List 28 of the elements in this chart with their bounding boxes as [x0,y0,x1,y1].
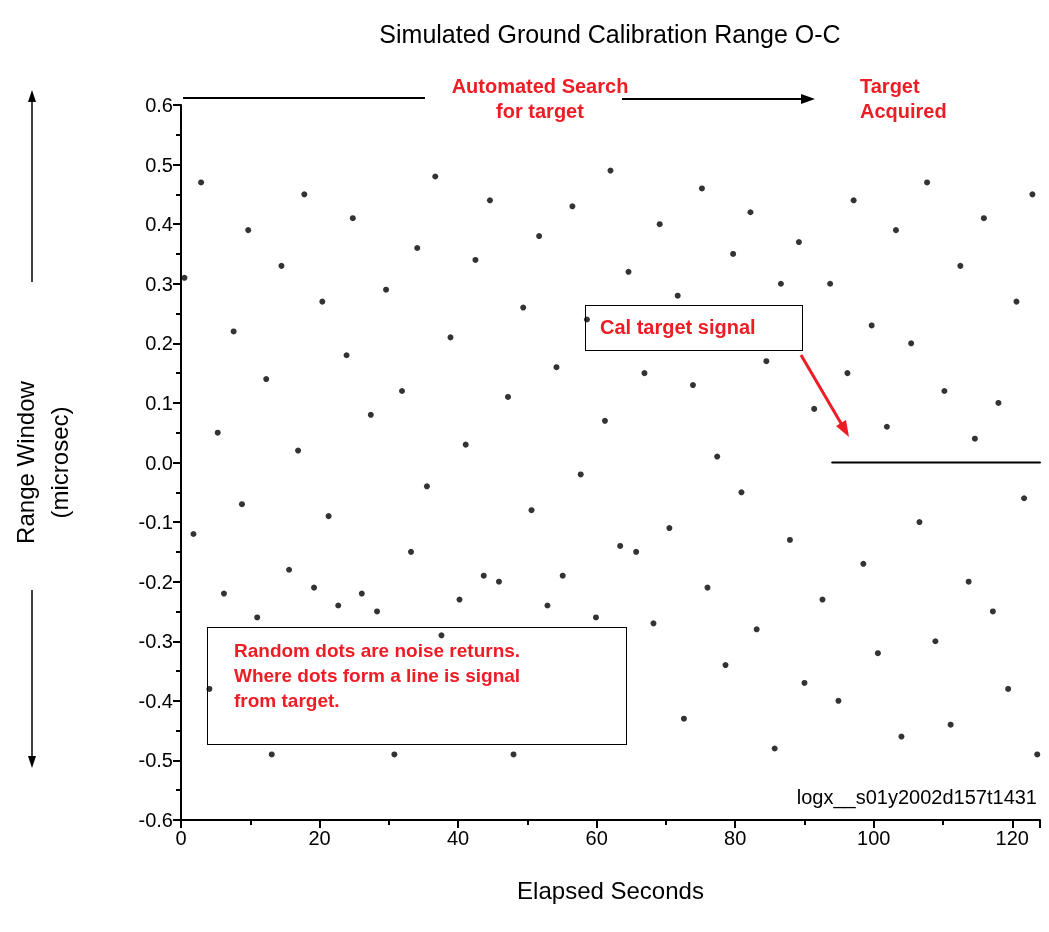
annotation: Target Acquired [860,74,948,124]
y-axis-title: Range Window (microsec) [11,380,73,544]
annotation: Cal target signal [585,305,803,351]
x-tick-label: 80 [724,827,747,849]
x-tick-label: 20 [308,827,331,849]
annotation: logx__s01y2002d157t1431 [796,785,1037,810]
x-tick-label: 0 [175,827,187,849]
x-tick-label: 40 [446,827,470,849]
annotation: Random dots are noise returns. Where dots form a line is signal from target. [207,627,627,745]
y-tick-label: 0.0 [145,451,173,474]
y-tick-label: -0.4 [138,689,173,712]
annotation: Automated Search for target [450,74,630,124]
y-tick-label: 0.3 [145,272,173,295]
y-tick-label: 0.6 [145,94,173,116]
y-tick-label: -0.1 [138,511,173,534]
x-tick-label: 60 [585,827,608,849]
y-tick-label: 0.5 [145,153,173,176]
y-tick-label: 0.4 [145,213,173,236]
y-tick-label: -0.3 [138,630,173,653]
y-tick-label: -0.2 [138,570,173,593]
x-tick-label: 120 [995,827,1029,849]
x-axis-title: Elapsed Seconds [517,876,704,904]
x-tick-label: 100 [857,827,891,849]
y-tick-label: 0.1 [145,391,173,414]
y-tick-label: 0.2 [145,332,173,355]
y-tick-label: -0.5 [138,749,173,772]
y-tick-label: -0.6 [138,809,173,831]
chart-title: Simulated Ground Calibration Range O-C [379,19,841,48]
